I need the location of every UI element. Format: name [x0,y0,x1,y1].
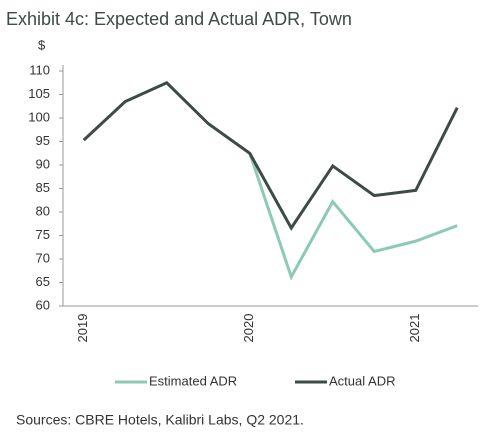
series-line [248,152,458,281]
chart-title: Exhibit 4c: Expected and Actual ADR, Tow… [6,9,352,29]
y-tick-label: 110 [29,62,50,77]
x-tick-label: 2019 [75,314,90,343]
y-tick-label: 85 [36,180,50,195]
source-note: Sources: CBRE Hotels, Kalibri Labs, Q2 2… [16,412,304,428]
y-tick-label: 60 [36,297,50,312]
y-tick-label: 90 [36,156,50,171]
y-tick-label: 80 [36,203,50,218]
y-axis-label: $ [38,37,46,52]
y-tick-label: 95 [36,133,50,148]
y-tick-label: 100 [28,109,50,124]
y-tick-label: 75 [36,227,50,242]
y-tick-label: 105 [28,86,50,101]
y-tick-label: 70 [36,250,50,265]
series-line [82,80,459,231]
y-tick-label: 65 [36,274,50,289]
legend-label: Estimated ADR [149,373,237,388]
x-tick-label: 2020 [241,314,256,343]
legend-label: Actual ADR [329,373,395,388]
x-tick-label: 2021 [407,314,422,343]
